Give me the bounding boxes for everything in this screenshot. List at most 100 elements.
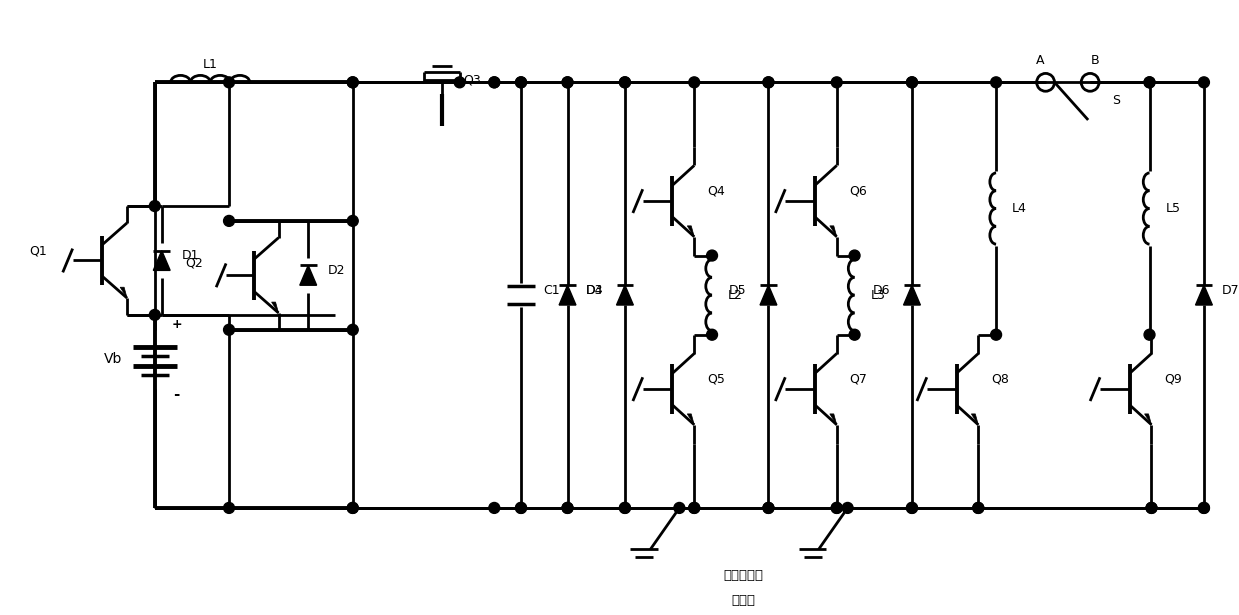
Circle shape bbox=[991, 77, 1001, 88]
Circle shape bbox=[689, 77, 700, 88]
Circle shape bbox=[347, 502, 358, 514]
Text: 输入端: 输入端 bbox=[732, 594, 756, 607]
Text: B: B bbox=[1090, 54, 1099, 67]
Circle shape bbox=[223, 215, 234, 226]
Text: Q6: Q6 bbox=[850, 184, 867, 197]
Polygon shape bbox=[1196, 285, 1213, 305]
Circle shape bbox=[620, 502, 631, 514]
Circle shape bbox=[831, 77, 843, 88]
Circle shape bbox=[1146, 502, 1157, 514]
Circle shape bbox=[763, 77, 774, 88]
Circle shape bbox=[1198, 502, 1209, 514]
Text: Q5: Q5 bbox=[707, 373, 725, 386]
Circle shape bbox=[515, 502, 527, 514]
Circle shape bbox=[1144, 77, 1155, 88]
Circle shape bbox=[223, 324, 234, 335]
Circle shape bbox=[347, 77, 358, 88]
Text: C1: C1 bbox=[543, 284, 560, 296]
Circle shape bbox=[831, 502, 843, 514]
Polygon shape bbox=[760, 285, 777, 305]
Polygon shape bbox=[830, 226, 836, 237]
Text: D3: D3 bbox=[585, 284, 603, 296]
Circle shape bbox=[347, 77, 358, 88]
Polygon shape bbox=[903, 285, 921, 305]
Text: -: - bbox=[173, 387, 180, 402]
Circle shape bbox=[1146, 502, 1157, 514]
Polygon shape bbox=[971, 414, 979, 425]
Text: D5: D5 bbox=[729, 284, 747, 296]
Text: L1: L1 bbox=[203, 58, 218, 71]
Text: A: A bbox=[1036, 54, 1044, 67]
Circle shape bbox=[849, 250, 860, 261]
Text: L3: L3 bbox=[871, 288, 886, 301]
Text: Q7: Q7 bbox=[850, 373, 867, 386]
Circle shape bbox=[973, 502, 984, 514]
Circle shape bbox=[1144, 77, 1155, 88]
Polygon shape bbox=[830, 414, 836, 425]
Polygon shape bbox=[688, 414, 694, 425]
Text: L4: L4 bbox=[1012, 202, 1027, 215]
Circle shape bbox=[620, 502, 631, 514]
Circle shape bbox=[763, 502, 774, 514]
Text: D7: D7 bbox=[1222, 284, 1239, 296]
Circle shape bbox=[489, 77, 499, 88]
Circle shape bbox=[515, 77, 527, 88]
Text: 交直流充电: 交直流充电 bbox=[724, 569, 763, 582]
Circle shape bbox=[489, 502, 499, 514]
Polygon shape bbox=[120, 287, 128, 298]
Polygon shape bbox=[1145, 414, 1151, 425]
Circle shape bbox=[973, 502, 984, 514]
Circle shape bbox=[620, 77, 631, 88]
Circle shape bbox=[223, 77, 234, 88]
Circle shape bbox=[150, 309, 160, 320]
Text: Q4: Q4 bbox=[707, 184, 725, 197]
Text: D4: D4 bbox=[586, 284, 603, 296]
Circle shape bbox=[347, 215, 358, 226]
Circle shape bbox=[563, 502, 572, 514]
Circle shape bbox=[843, 502, 854, 514]
Text: D2: D2 bbox=[328, 264, 346, 277]
Polygon shape bbox=[617, 285, 633, 305]
Circle shape bbox=[563, 77, 572, 88]
Text: D6: D6 bbox=[872, 284, 890, 296]
Circle shape bbox=[763, 502, 774, 514]
Circle shape bbox=[150, 200, 160, 212]
Text: L5: L5 bbox=[1166, 202, 1181, 215]
Text: D1: D1 bbox=[182, 249, 199, 262]
Circle shape bbox=[763, 77, 774, 88]
Circle shape bbox=[223, 502, 234, 514]
Text: L2: L2 bbox=[727, 288, 742, 301]
Polygon shape bbox=[688, 226, 694, 237]
Circle shape bbox=[1198, 502, 1209, 514]
Circle shape bbox=[563, 77, 572, 88]
Circle shape bbox=[907, 502, 917, 514]
Text: S: S bbox=[1111, 93, 1120, 106]
Circle shape bbox=[706, 250, 717, 261]
Circle shape bbox=[674, 502, 685, 514]
Circle shape bbox=[1198, 77, 1209, 88]
Circle shape bbox=[689, 502, 700, 514]
Circle shape bbox=[515, 502, 527, 514]
Circle shape bbox=[455, 77, 465, 88]
Text: +: + bbox=[171, 319, 182, 331]
Circle shape bbox=[347, 502, 358, 514]
Circle shape bbox=[1144, 329, 1155, 340]
Circle shape bbox=[563, 502, 572, 514]
Circle shape bbox=[620, 77, 631, 88]
Text: Vb: Vb bbox=[104, 352, 123, 367]
Circle shape bbox=[849, 329, 860, 340]
Circle shape bbox=[907, 502, 917, 514]
Polygon shape bbox=[559, 285, 576, 305]
Circle shape bbox=[831, 502, 843, 514]
Text: Q1: Q1 bbox=[30, 244, 47, 257]
Circle shape bbox=[991, 329, 1001, 340]
Polygon shape bbox=[271, 302, 279, 313]
Text: Q8: Q8 bbox=[991, 373, 1009, 386]
Circle shape bbox=[515, 77, 527, 88]
Circle shape bbox=[907, 77, 917, 88]
Polygon shape bbox=[300, 266, 317, 285]
Circle shape bbox=[706, 329, 717, 340]
Text: Q2: Q2 bbox=[186, 257, 203, 270]
Circle shape bbox=[689, 502, 700, 514]
Text: Q3: Q3 bbox=[463, 74, 482, 87]
